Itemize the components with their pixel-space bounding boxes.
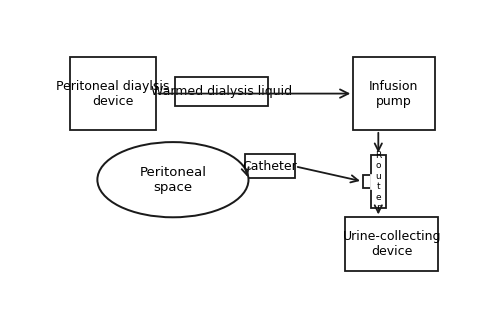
FancyBboxPatch shape (244, 154, 295, 179)
Text: Warmed dialysis liquid: Warmed dialysis liquid (151, 85, 292, 98)
Text: Infusion
pump: Infusion pump (369, 80, 418, 108)
Ellipse shape (98, 142, 248, 217)
FancyBboxPatch shape (70, 57, 156, 130)
Text: Peritoneal diaylsis
device: Peritoneal diaylsis device (56, 80, 170, 108)
Text: Urine-collecting
device: Urine-collecting device (342, 230, 441, 258)
FancyBboxPatch shape (353, 57, 434, 130)
FancyBboxPatch shape (175, 77, 268, 106)
FancyBboxPatch shape (370, 155, 386, 208)
Text: Peritoneal
space: Peritoneal space (140, 166, 206, 194)
Text: Catheter: Catheter (242, 160, 297, 173)
FancyBboxPatch shape (346, 217, 438, 271)
FancyBboxPatch shape (363, 175, 370, 188)
Text: R
o
u
t
e
r: R o u t e r (375, 151, 382, 212)
